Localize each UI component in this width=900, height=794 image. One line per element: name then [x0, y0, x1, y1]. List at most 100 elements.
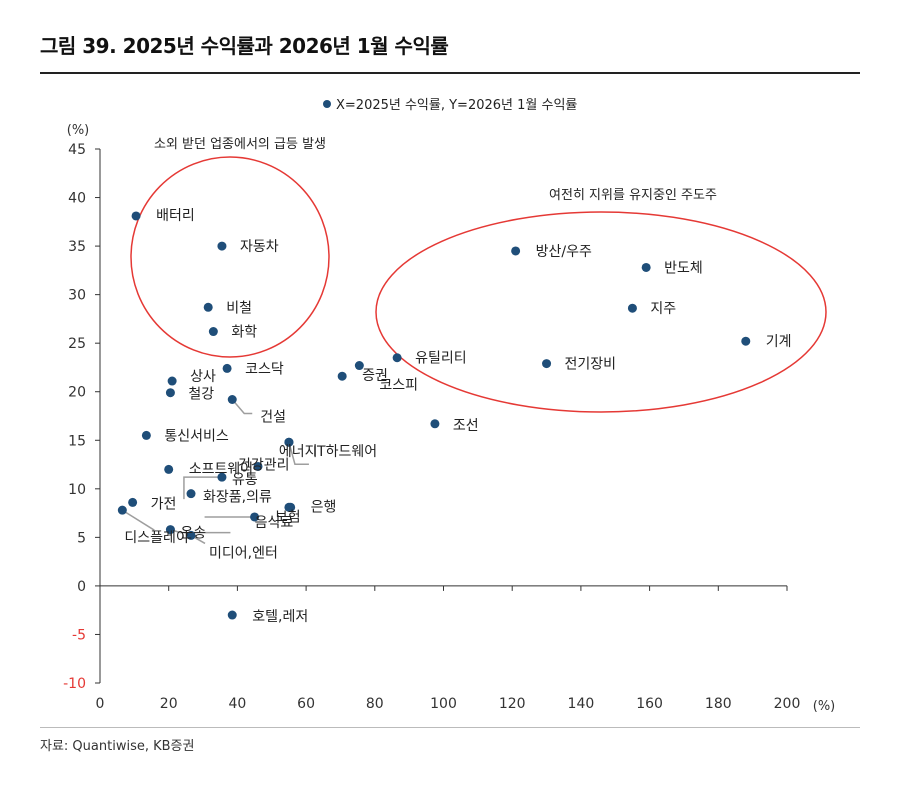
highlight-ellipse-right [375, 211, 827, 413]
point-label: 소프트웨어 [189, 461, 253, 477]
point-코스닥 [222, 363, 232, 373]
point-화학 [208, 327, 218, 337]
point-전기장비 [542, 359, 552, 369]
point-운송 [165, 525, 175, 535]
page-title: 그림 39. 2025년 수익률과 2026년 1월 수익률 [40, 34, 449, 58]
point-비철 [203, 302, 213, 312]
x-tick-label: 20 [160, 696, 178, 712]
y-tick-label: 40 [68, 191, 86, 207]
point-배터리 [131, 211, 141, 221]
point-label: 화장품,의류 [203, 490, 272, 506]
legend-label: X=2025년 수익률, Y=2026년 1월 수익률 [336, 98, 577, 113]
point-label: 유틸리티 [415, 351, 467, 367]
y-tick-label: 5 [77, 530, 86, 546]
leader-line [288, 442, 309, 465]
point-자동차 [217, 241, 227, 251]
y-tick-label: 15 [68, 433, 86, 449]
x-axis-unit: (%) [813, 699, 836, 714]
point-label: 증권 [362, 368, 388, 384]
point-은행 [286, 502, 296, 512]
point-건설 [227, 394, 237, 404]
point-건강관리 [253, 461, 263, 471]
point-label: 기계 [766, 334, 792, 350]
point-조선 [430, 419, 440, 429]
x-tick-label: 100 [430, 696, 457, 712]
point-코스피 [354, 361, 364, 371]
x-tick-label: 140 [568, 696, 595, 712]
point-label: 철강 [188, 387, 214, 403]
highlight-ellipse-left [130, 156, 330, 358]
point-label: 지주 [650, 301, 676, 317]
point-통신서비스 [141, 430, 151, 440]
y-tick-label: 30 [68, 288, 86, 304]
point-label: 건설 [260, 409, 286, 425]
y-tick-label: 45 [68, 142, 86, 158]
y-tick-label: 10 [68, 482, 86, 498]
point-반도체 [641, 262, 651, 272]
source-note: 자료: Quantiwise, KB증권 [40, 739, 195, 754]
y-axis-unit: (%) [67, 123, 90, 138]
point-방산-우주 [511, 246, 521, 256]
point-디스플레이 [117, 505, 127, 515]
point-label: 건강관리 [238, 457, 290, 473]
y-tick-label: 0 [77, 579, 86, 595]
point-증권 [337, 371, 347, 381]
point-label: 자동차 [240, 239, 279, 255]
point-가전 [128, 497, 138, 507]
point-label: 코스피 [379, 378, 418, 394]
x-tick-label: 120 [499, 696, 526, 712]
point-화장품-의류 [186, 489, 196, 499]
title-divider [40, 72, 860, 74]
leader-line [231, 399, 253, 415]
x-tick-label: 160 [636, 696, 663, 712]
x-tick-label: 60 [297, 696, 315, 712]
point-label: 전기장비 [565, 357, 617, 373]
point-label: 에너지 [279, 444, 318, 460]
y-tick-label: 25 [68, 336, 86, 352]
point-label: 가전 [151, 496, 177, 512]
annotation-text: 소외 받던 업종에서의 급등 발생 [154, 137, 326, 152]
point-label: 반도체 [664, 260, 703, 276]
point-기계 [741, 336, 751, 346]
point-label: 화학 [231, 325, 257, 341]
point-label: IT하드웨어 [313, 444, 377, 460]
point-label: 배터리 [156, 208, 195, 224]
point-label: 통신서비스 [164, 428, 229, 444]
point-label: 코스닥 [245, 361, 284, 377]
point-미디어-엔터 [186, 530, 196, 540]
y-tick-label: 35 [68, 239, 86, 255]
point-유틸리티 [392, 353, 402, 363]
point-상사 [167, 376, 177, 386]
point-label: 유통 [232, 472, 258, 488]
leader-line [183, 476, 222, 500]
y-tick-label: 20 [68, 385, 86, 401]
point-소프트웨어 [164, 464, 174, 474]
point-label: 은행 [311, 499, 337, 515]
point-IT하드웨어 [284, 437, 294, 447]
point-label: 상사 [190, 369, 216, 385]
point-label: 비철 [226, 300, 252, 316]
point-음식료 [250, 512, 260, 522]
point-label: 조선 [453, 418, 479, 434]
x-tick-label: 0 [96, 696, 105, 712]
x-tick-label: 180 [705, 696, 732, 712]
source-divider [40, 727, 860, 728]
point-label: 호텔,레저 [252, 609, 308, 625]
point-유통 [217, 472, 227, 482]
point-label: 미디어,엔터 [209, 545, 278, 561]
point-호텔-레저 [227, 610, 237, 620]
y-tick-label: -5 [72, 627, 86, 643]
leader-line [121, 509, 155, 531]
point-label: 방산/우주 [536, 244, 592, 260]
legend-marker [323, 100, 331, 108]
x-tick-label: 200 [774, 696, 801, 712]
x-tick-label: 40 [228, 696, 246, 712]
x-tick-label: 80 [366, 696, 384, 712]
point-label: 디스플레이 [124, 530, 188, 546]
point-label: 음식료 [255, 515, 294, 531]
point-label: 운송 [180, 526, 206, 542]
point-철강 [165, 388, 175, 398]
y-tick-label: -10 [63, 676, 86, 692]
annotation-text: 여전히 지위를 유지중인 주도주 [549, 188, 717, 203]
